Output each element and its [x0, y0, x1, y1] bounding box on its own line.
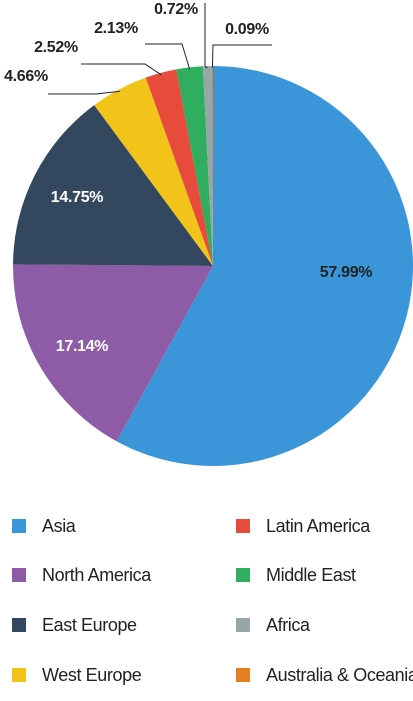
- legend-swatch-west-europe: [12, 668, 26, 682]
- legend-label-asia: Asia: [42, 515, 76, 536]
- leader-line-middle-east: [145, 43, 191, 70]
- legend-swatch-north-america: [12, 568, 26, 582]
- legend: Asia Latin America North America Middle Eas…: [0, 510, 413, 701]
- leader-line-australia-and-oceania: [211, 44, 272, 69]
- legend-item-east-europe: East Europe: [12, 613, 137, 637]
- data-label-west-europe: 4.66%: [4, 68, 48, 85]
- slice-asia: [116, 66, 413, 466]
- leader-line-west-europe: [48, 90, 120, 95]
- legend-swatch-middle-east: [236, 568, 250, 582]
- pie-chart: 57.99% 17.14% 14.75% 4.66% 2.52% 2.13% 0.72% 0.…: [4, 1, 413, 466]
- legend-label-north-america: North America: [42, 564, 151, 585]
- legend-label-latin-america: Latin America: [266, 515, 370, 536]
- legend-label-africa: Africa: [266, 614, 310, 635]
- legend-item-asia: Asia: [12, 514, 76, 538]
- legend-item-latin-america: Latin America: [236, 514, 370, 538]
- leader-line-africa: [204, 3, 208, 69]
- leader-line-latin-america: [81, 63, 162, 76]
- slice-latin-america: [145, 69, 213, 267]
- slice-north-america: [13, 264, 214, 442]
- legend-label-australia-and-oceania: Australia & Oceania: [266, 664, 413, 685]
- data-label-latin-america: 2.52%: [34, 39, 78, 56]
- slice-africa: [202, 66, 213, 266]
- slice-east-europe: [13, 105, 214, 266]
- data-label-east-europe: 14.75%: [51, 189, 104, 206]
- slice-middle-east: [176, 66, 213, 266]
- legend-swatch-east-europe: [12, 618, 26, 632]
- legend-label-west-europe: West Europe: [42, 664, 142, 685]
- legend-swatch-latin-america: [236, 519, 250, 533]
- legend-swatch-australia-and-oceania: [236, 668, 250, 682]
- legend-item-africa: Africa: [236, 613, 310, 637]
- data-label-africa: 0.72%: [154, 1, 198, 18]
- data-label-middle-east: 2.13%: [94, 20, 138, 37]
- legend-swatch-asia: [12, 519, 26, 533]
- legend-item-north-america: North America: [12, 563, 151, 587]
- legend-swatch-africa: [236, 618, 250, 632]
- slice-australia-and-oceania: [211, 65, 213, 266]
- legend-item-australia-and-oceania: Australia & Oceania: [236, 663, 413, 687]
- data-label-asia: 57.99%: [320, 264, 373, 281]
- legend-label-middle-east: Middle East: [266, 564, 356, 585]
- data-label-australia-and-oceania: 0.09%: [225, 21, 269, 38]
- slice-west-europe: [94, 77, 213, 267]
- data-label-north-america: 17.14%: [56, 338, 109, 355]
- legend-item-middle-east: Middle East: [236, 563, 356, 587]
- legend-label-east-europe: East Europe: [42, 614, 137, 635]
- legend-item-west-europe: West Europe: [12, 663, 142, 687]
